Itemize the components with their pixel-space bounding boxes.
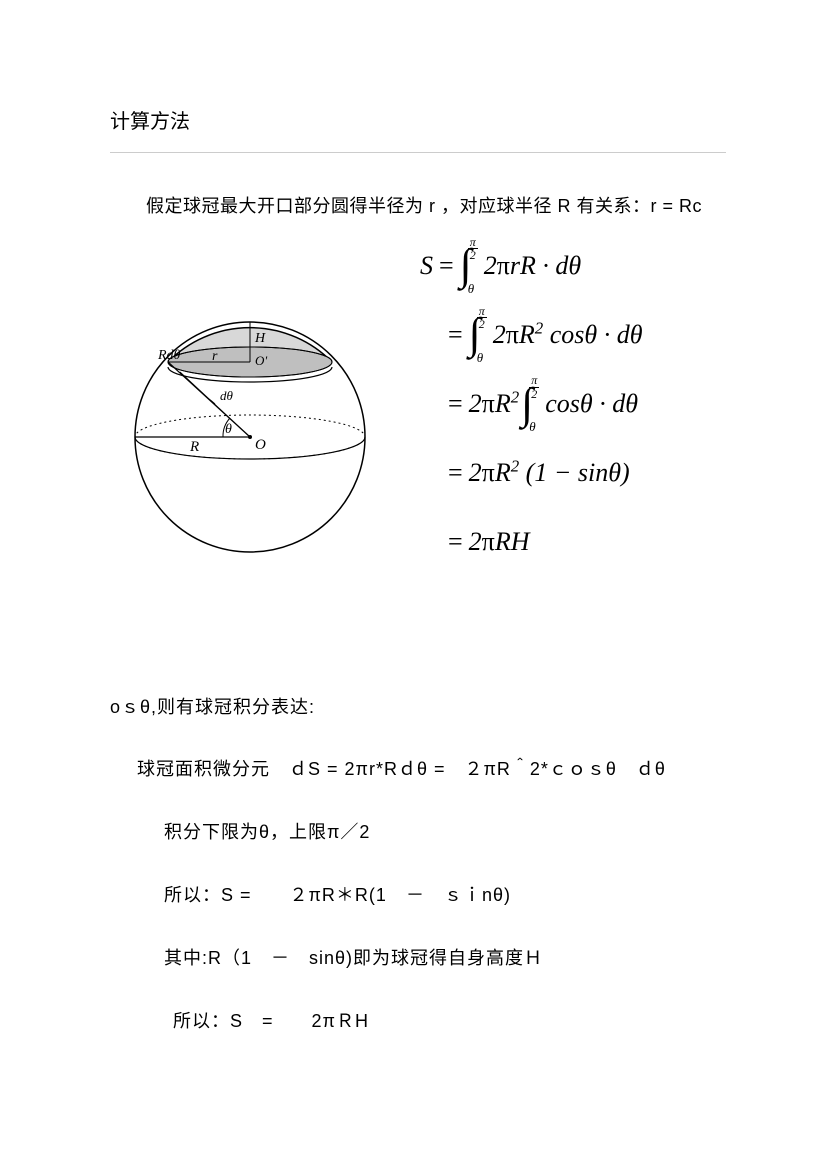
math-line-3: = 2πR2 ∫ π 2 θ cosθ · dθ	[442, 375, 726, 432]
sym-eq4: =	[448, 444, 463, 501]
derivation-column: S = ∫ π 2 θ 2πrR · dθ	[420, 237, 726, 583]
sym-eq: =	[439, 237, 454, 294]
label-Oprime: O'	[255, 353, 267, 368]
line-final: 所以：S = 2πＲH	[173, 1007, 726, 1036]
math-line-1: S = ∫ π 2 θ 2πrR · dθ	[420, 237, 726, 294]
math-line-4: = 2πR2 (1 − sinθ)	[442, 444, 726, 501]
document-page: 计算方法 假定球冠最大开口部分圆得半径为 r ，对应球半径 R 有关系：r = …	[0, 0, 826, 1129]
line-dS: 球冠面积微分元 ｄS = 2πr*Rｄθ = ２πR＾2*ｃｏｓθ ｄθ	[137, 755, 726, 784]
label-R: R	[189, 439, 199, 455]
integral-2: ∫ π 2 θ	[469, 312, 487, 356]
sym-eq5: =	[448, 513, 463, 570]
label-Rdtheta: Rdθ	[157, 348, 181, 363]
math-line-2: = ∫ π 2 θ 2πR2 cosθ · dθ	[442, 306, 726, 363]
math-line-5: = 2πRH	[442, 513, 726, 570]
integral-1: ∫ π 2 θ	[460, 243, 478, 287]
line-limits: 积分下限为θ，上限π／2	[164, 818, 726, 847]
integral-3: ∫ π 2 θ	[521, 382, 539, 426]
figure-column: Rdθ r H O' dθ θ R O	[110, 267, 390, 557]
intro-paragraph: 假定球冠最大开口部分圆得半径为 r ，对应球半径 R 有关系：r = Rc	[110, 187, 726, 227]
label-O: O	[255, 437, 266, 453]
sym-eq3: =	[448, 375, 463, 432]
line-H: 其中:R（1 － sinθ)即为球冠得自身高度Ｈ	[164, 944, 726, 973]
line-S: 所以：S = ２πR＊R(1 － ｓｉnθ)	[164, 881, 726, 910]
label-theta: θ	[225, 422, 232, 437]
line-continuation: oｓθ,则有球冠积分表达:	[110, 693, 726, 722]
heading-calc-method: 计算方法	[110, 105, 726, 134]
figure-and-derivation: Rdθ r H O' dθ θ R O S = ∫	[110, 257, 726, 583]
sphere-diagram: Rdθ r H O' dθ θ R O	[120, 267, 380, 557]
label-H: H	[254, 331, 266, 346]
sym-S: S	[420, 237, 433, 294]
label-dtheta: dθ	[220, 388, 234, 403]
divider	[110, 152, 726, 153]
sym-eq2: =	[448, 306, 463, 363]
label-r: r	[212, 349, 218, 364]
